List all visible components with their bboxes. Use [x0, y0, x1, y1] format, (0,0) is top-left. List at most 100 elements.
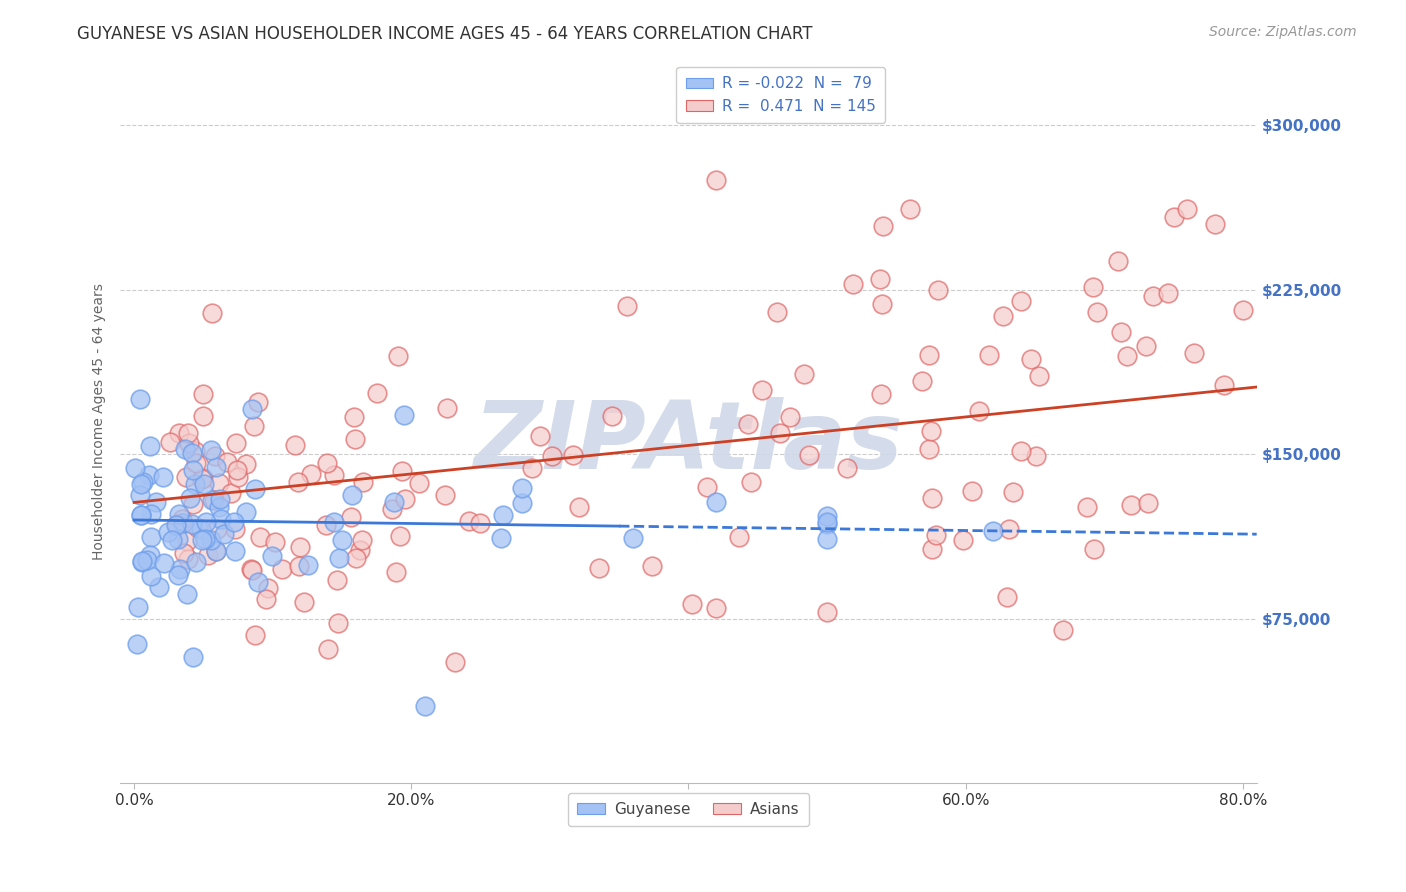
Point: [197, 548, 219, 562]
Point: [1025, 449, 1047, 463]
Point: [388, 529, 411, 543]
Point: [205, 543, 228, 558]
Point: [181, 463, 204, 477]
Point: [172, 516, 194, 531]
Point: [1157, 285, 1180, 300]
Point: [1021, 351, 1043, 366]
Point: [212, 526, 235, 541]
Point: [226, 463, 249, 477]
Point: [413, 699, 436, 714]
Point: [148, 580, 170, 594]
Point: [288, 540, 311, 554]
Point: [616, 299, 638, 313]
Point: [315, 517, 337, 532]
Point: [139, 439, 162, 453]
Point: [1213, 378, 1236, 392]
Point: [681, 597, 703, 611]
Point: [222, 515, 245, 529]
Point: [387, 349, 409, 363]
Point: [176, 533, 198, 548]
Point: [129, 508, 152, 522]
Point: [256, 581, 278, 595]
Point: [297, 558, 319, 573]
Point: [921, 541, 943, 556]
Point: [190, 522, 212, 536]
Point: [207, 522, 229, 536]
Point: [433, 488, 456, 502]
Point: [600, 409, 623, 424]
Point: [135, 553, 157, 567]
Point: [326, 616, 349, 631]
Point: [1137, 496, 1160, 510]
Point: [898, 202, 921, 216]
Point: [952, 533, 974, 547]
Point: [190, 533, 212, 548]
Point: [225, 435, 247, 450]
Point: [510, 482, 533, 496]
Point: [1028, 369, 1050, 384]
Point: [141, 530, 163, 544]
Point: [207, 476, 229, 491]
Point: [184, 555, 207, 569]
Point: [194, 532, 217, 546]
Point: [793, 368, 815, 382]
Point: [186, 456, 208, 470]
Point: [201, 493, 224, 508]
Point: [1085, 304, 1108, 318]
Point: [128, 488, 150, 502]
Point: [704, 495, 727, 509]
Point: [215, 455, 238, 469]
Point: [173, 546, 195, 560]
Point: [384, 565, 406, 579]
Text: ZIPAtlas: ZIPAtlas: [474, 397, 903, 489]
Point: [204, 459, 226, 474]
Point: [191, 472, 214, 486]
Point: [131, 555, 153, 569]
Point: [145, 495, 167, 509]
Point: [316, 456, 339, 470]
Point: [177, 436, 200, 450]
Point: [343, 410, 366, 425]
Point: [179, 491, 201, 505]
Point: [704, 173, 727, 187]
Point: [344, 432, 367, 446]
Point: [132, 475, 155, 490]
Point: [967, 404, 990, 418]
Point: [325, 574, 347, 588]
Point: [243, 419, 266, 434]
Point: [224, 544, 246, 558]
Point: [167, 567, 190, 582]
Point: [165, 517, 187, 532]
Point: [208, 492, 231, 507]
Point: [1109, 325, 1132, 339]
Point: [332, 533, 354, 547]
Point: [740, 475, 762, 490]
Point: [340, 488, 363, 502]
Point: [394, 408, 416, 422]
Point: [156, 524, 179, 539]
Point: [152, 470, 174, 484]
Point: [177, 551, 200, 566]
Point: [174, 470, 197, 484]
Point: [1135, 339, 1157, 353]
Point: [751, 383, 773, 397]
Point: [1163, 211, 1185, 225]
Point: [183, 477, 205, 491]
Point: [1116, 349, 1139, 363]
Point: [263, 535, 285, 549]
Point: [219, 485, 242, 500]
Point: [246, 574, 269, 589]
Point: [621, 531, 644, 545]
Point: [208, 500, 231, 514]
Point: [323, 467, 346, 482]
Point: [177, 426, 200, 441]
Point: [918, 348, 941, 362]
Point: [352, 533, 374, 547]
Point: [287, 475, 309, 489]
Point: [240, 562, 263, 576]
Point: [176, 587, 198, 601]
Point: [129, 476, 152, 491]
Point: [366, 386, 388, 401]
Point: [240, 563, 263, 577]
Point: [381, 502, 404, 516]
